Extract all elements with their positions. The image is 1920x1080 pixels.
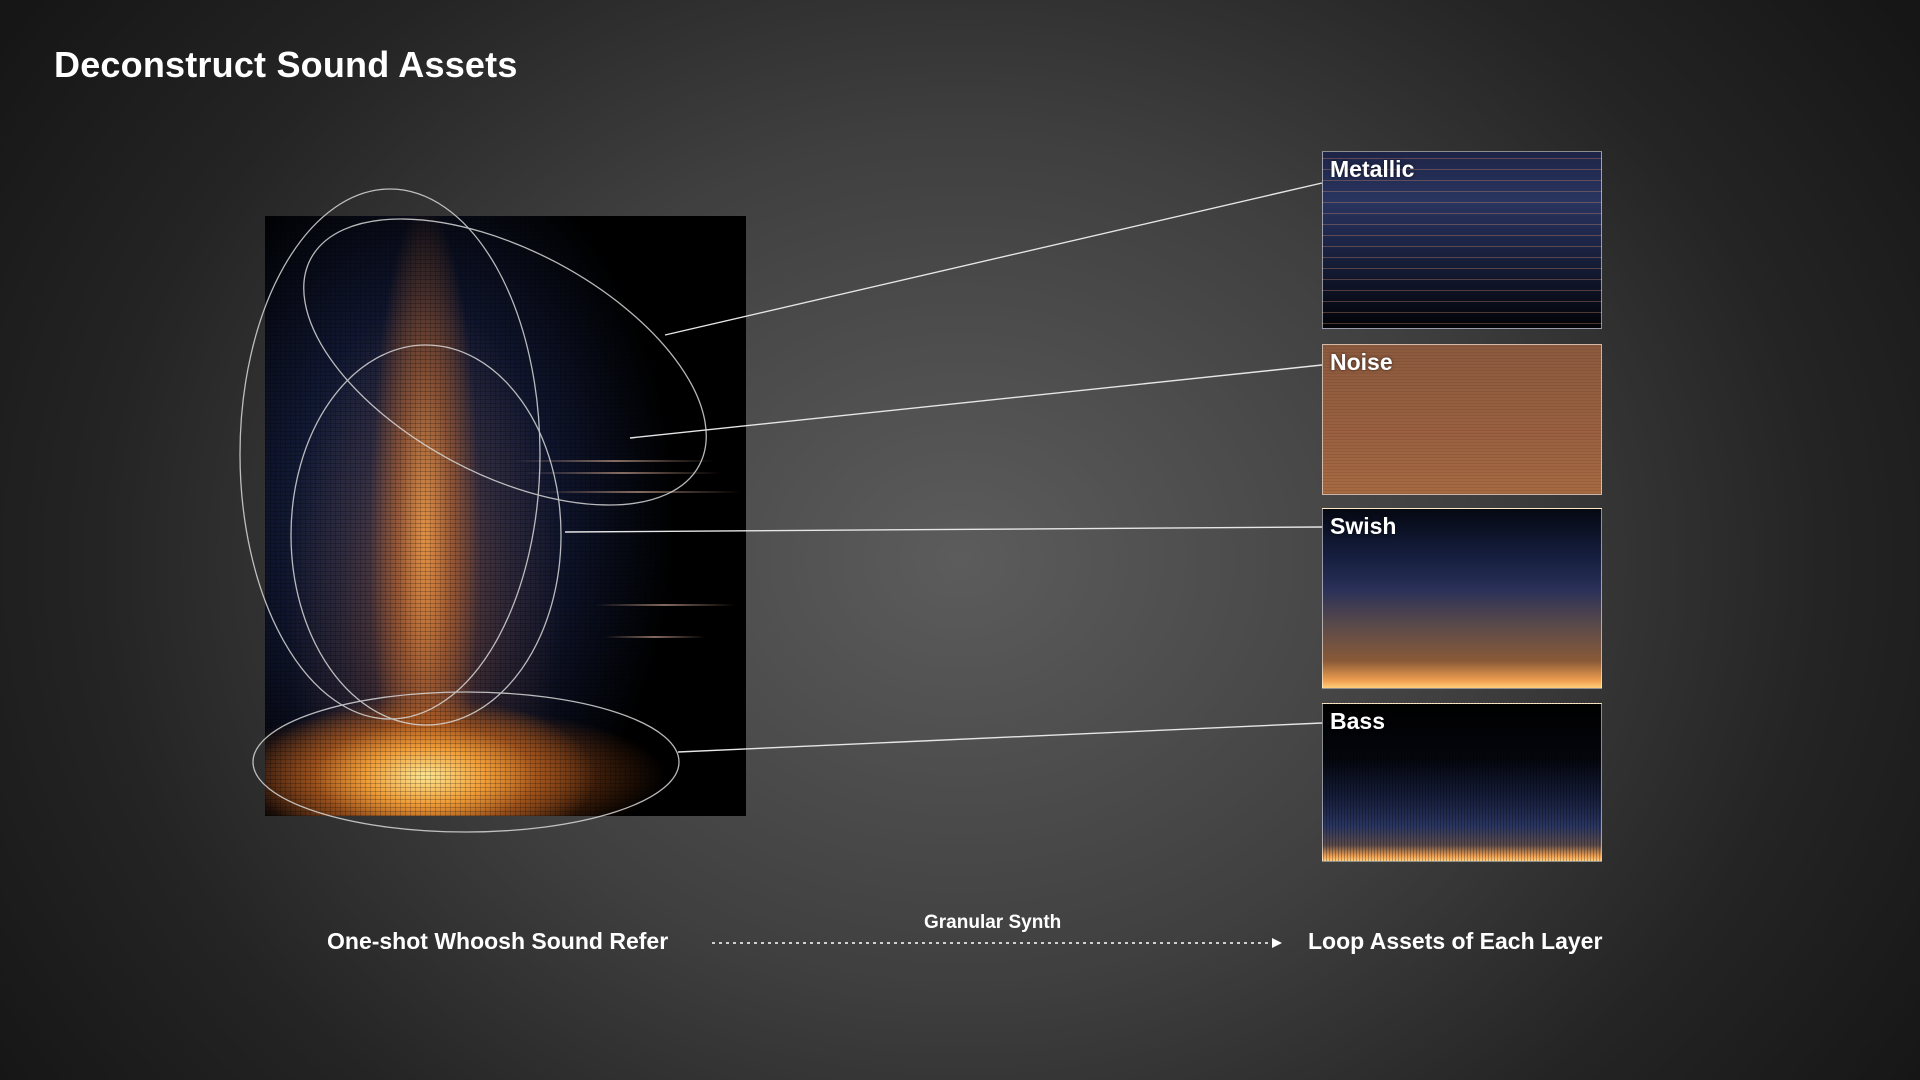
layer-label: Swish xyxy=(1330,513,1397,539)
layer-panel-swish: Swish xyxy=(1322,508,1602,689)
process-arrow xyxy=(712,938,1282,948)
connector-metallic xyxy=(664,182,1323,336)
layer-label: Noise xyxy=(1330,349,1393,375)
layer-panel-bass: Bass xyxy=(1322,703,1602,862)
spectrogram-harmonic-line xyxy=(605,636,705,638)
connector-bass xyxy=(677,722,1323,753)
spectrogram-harmonic-line xyxy=(595,604,735,606)
layer-label: Bass xyxy=(1330,708,1385,734)
spectrogram-harmonic-line xyxy=(535,491,740,493)
layer-label: Metallic xyxy=(1330,156,1415,182)
spectrogram-texture xyxy=(265,216,746,816)
slide-title: Deconstruct Sound Assets xyxy=(54,44,518,85)
source-caption: One-shot Whoosh Sound Refer xyxy=(327,928,669,954)
output-caption: Loop Assets of Each Layer xyxy=(1308,928,1603,954)
source-spectrogram xyxy=(265,216,746,816)
spectrogram-harmonic-line xyxy=(525,472,720,474)
spectrogram-harmonic-line xyxy=(515,460,715,462)
layer-panel-noise: Noise xyxy=(1322,344,1602,495)
layer-panel-metallic: Metallic xyxy=(1322,151,1602,329)
process-caption: Granular Synth xyxy=(924,912,1062,933)
